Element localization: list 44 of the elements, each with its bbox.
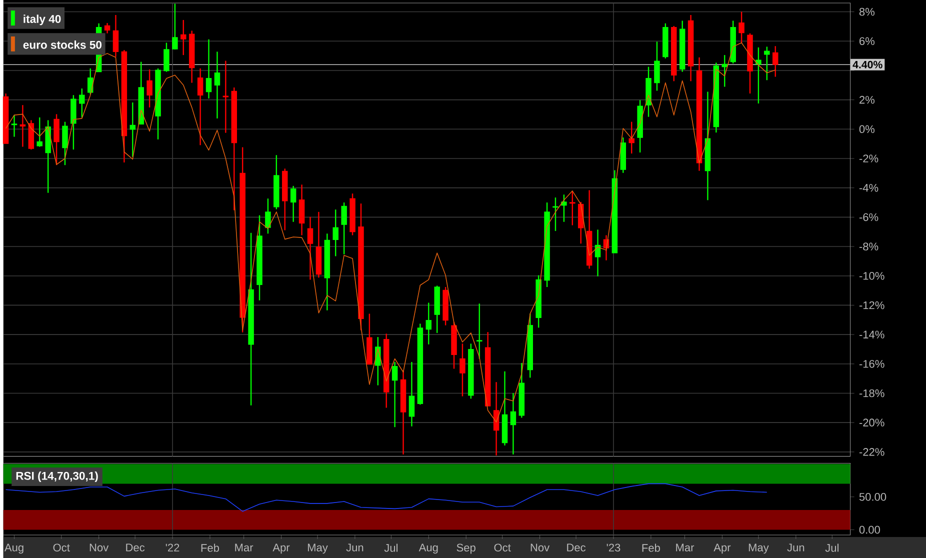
x-tick-label: May: [308, 544, 328, 554]
y-tick-label: 0%: [859, 125, 874, 133]
y-tick-label: 2%: [860, 96, 874, 104]
y-tick-label: -18%: [859, 389, 884, 398]
text: RSI (14,70,30,1): [16, 471, 98, 482]
x-tick-label: Jun: [346, 544, 364, 552]
y-tick-label: -14%: [859, 330, 884, 338]
y-tick-label: -2%: [859, 154, 878, 162]
x-tick-label: Jul: [384, 544, 398, 552]
x-tick-label: Oct: [53, 544, 70, 552]
x-tick-label: Dec: [567, 544, 586, 552]
x-tick-label: Jul: [825, 544, 838, 552]
legend-label: italy 40: [24, 14, 61, 26]
x-tick-label: Mar: [676, 544, 694, 552]
x-tick-label: Nov: [530, 544, 550, 552]
y-tick-label: -12%: [859, 301, 884, 310]
y-tick-label: -10%: [859, 272, 884, 280]
x-tick-label: Mar: [235, 544, 254, 552]
x-tick-label: Aug: [4, 544, 24, 554]
y-tick-label: -22%: [859, 448, 884, 456]
x-tick-label: Sep: [456, 544, 476, 554]
x-tick-label: Oct: [494, 544, 511, 552]
x-tick-label: Jun: [787, 544, 804, 552]
legend-label: euro stocks 50: [23, 40, 102, 49]
x-tick-label: '22: [166, 544, 180, 552]
y-tick-label: 6%: [860, 37, 874, 45]
y-tick-label: -16%: [859, 360, 884, 368]
x-tick-label: Feb: [201, 544, 219, 552]
x-tick-label: Apr: [714, 544, 731, 554]
x-tick-label: Dec: [126, 544, 145, 552]
x-tick-label: '23: [606, 544, 620, 552]
y-tick-label: -20%: [859, 418, 884, 426]
y-tick-label: -6%: [859, 213, 878, 222]
ref-line-label: 4.40%: [852, 60, 882, 68]
y-tick-label: -4%: [859, 184, 878, 192]
y-tick-label: 50.00: [859, 492, 886, 501]
x-tick-label: May: [748, 544, 769, 554]
y-tick-label: -8%: [859, 242, 878, 250]
y-tick-label: 0.00: [859, 526, 880, 534]
x-tick-label: Apr: [272, 544, 290, 554]
y-tick-label: 8%: [859, 8, 874, 16]
x-tick-label: Nov: [90, 544, 109, 552]
x-tick-label: Feb: [642, 544, 660, 552]
x-tick-label: Aug: [418, 544, 438, 554]
